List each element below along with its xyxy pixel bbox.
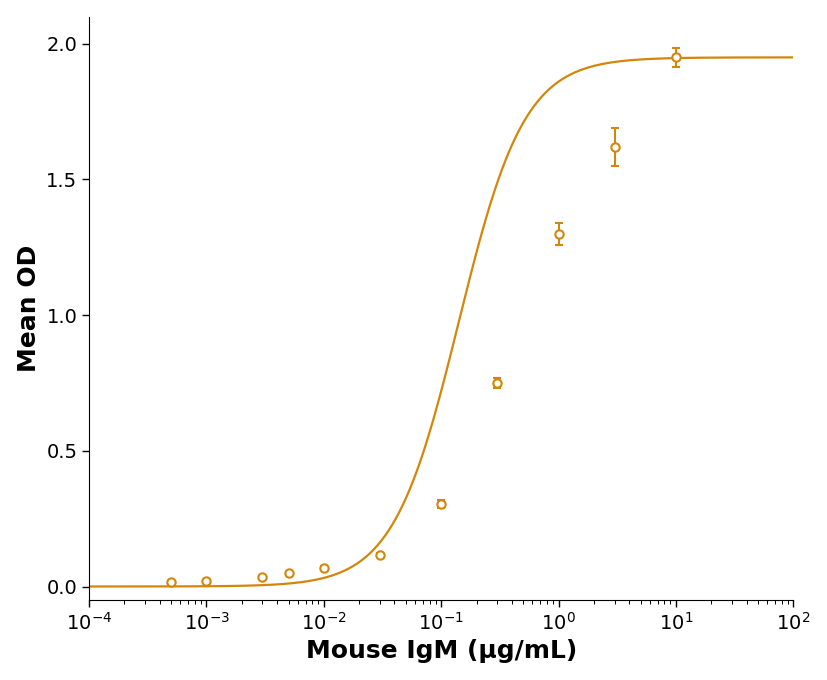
Y-axis label: Mean OD: Mean OD xyxy=(17,245,41,372)
X-axis label: Mouse IgM (μg/mL): Mouse IgM (μg/mL) xyxy=(305,639,576,663)
